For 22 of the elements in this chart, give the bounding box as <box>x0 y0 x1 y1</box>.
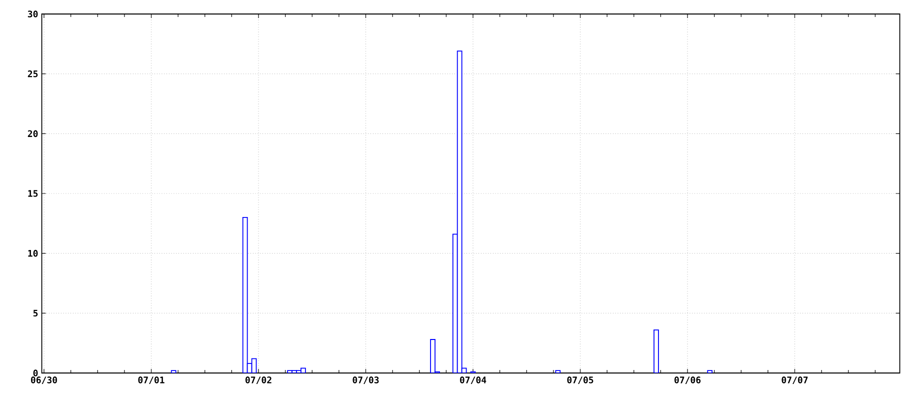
x-tick-label: 07/02 <box>245 376 272 384</box>
y-tick-label: 30 <box>28 10 38 18</box>
x-tick-label: 07/04 <box>460 376 486 384</box>
y-tick-label: 0 <box>33 370 38 376</box>
bar <box>555 370 561 373</box>
x-tick-label: 06/30 <box>30 376 58 384</box>
bar <box>242 216 248 373</box>
x-tick-label: 07/06 <box>674 376 701 384</box>
y-tick-label: 20 <box>28 130 38 138</box>
y-tick-label: 10 <box>28 250 38 257</box>
x-tick-label: 07/07 <box>782 376 808 384</box>
y-tick-label: 25 <box>28 70 38 78</box>
y-tick-label: 5 <box>33 310 38 317</box>
y-tick-label: 15 <box>28 190 38 197</box>
bar <box>170 370 176 373</box>
x-tick-label: 07/05 <box>567 376 594 384</box>
bar <box>654 329 659 373</box>
x-tick-label: 07/03 <box>352 376 379 384</box>
bar <box>707 370 713 373</box>
bar <box>287 370 292 373</box>
x-tick-label: 07/01 <box>138 376 164 384</box>
bar <box>251 358 257 373</box>
